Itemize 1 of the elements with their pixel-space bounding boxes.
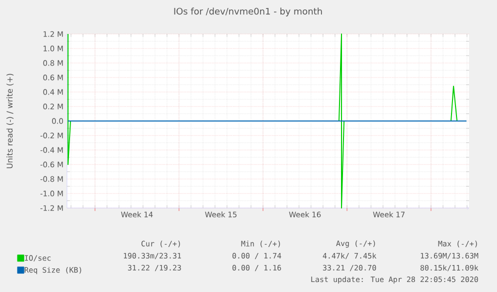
chart-title: IOs for /dev/nvme0n1 - by month: [174, 8, 322, 16]
